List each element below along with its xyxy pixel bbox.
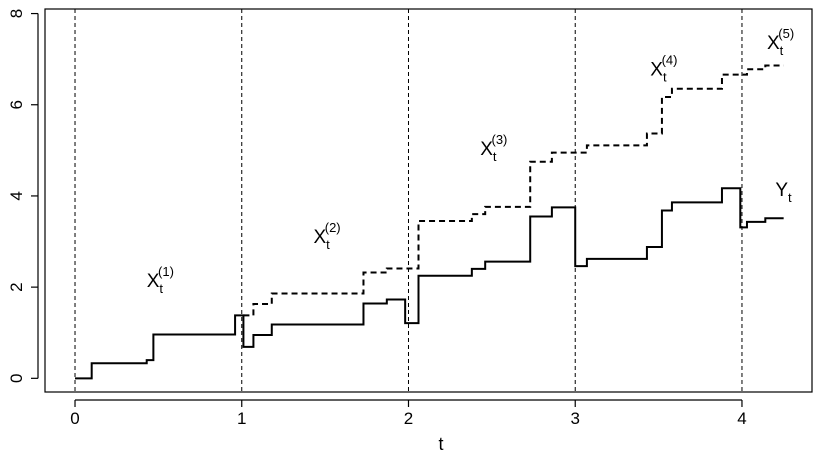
series-annotation: Xt(5) — [767, 26, 794, 58]
y-tick-label: 2 — [7, 282, 26, 291]
y-tick-label: 4 — [7, 191, 26, 200]
y-axis-ticks: 0 2 4 6 8 — [7, 9, 38, 383]
series-annotations: Xt(1) Xt(2) Xt(3) Xt(4) Xt(5) Yt — [147, 26, 794, 296]
y-tick-label: 8 — [7, 9, 26, 18]
vertical-reference-lines — [74, 9, 743, 392]
x-axis-ticks: 0 1 2 3 4 — [70, 400, 747, 428]
y-tick-label: 0 — [7, 374, 26, 383]
series-group — [75, 64, 784, 380]
series-annotation: Xt(1) — [147, 264, 174, 296]
x-tick-label: 2 — [404, 409, 413, 428]
series-annotation: Xt(4) — [650, 53, 677, 85]
solid-series-line — [75, 187, 784, 380]
plot-frame — [44, 8, 813, 393]
x-tick-label: 1 — [237, 409, 246, 428]
axes: 0 1 2 3 4 0 2 4 6 8 — [7, 8, 813, 428]
series-annotation: Xt(3) — [480, 132, 507, 164]
x-axis-label: t — [438, 434, 443, 454]
x-tick-label: 4 — [737, 409, 746, 428]
series-annotation: Xt(2) — [313, 220, 340, 252]
x-tick-label: 3 — [570, 409, 579, 428]
dashed-series-line — [243, 64, 784, 317]
series-annotation: Yt — [775, 180, 792, 205]
x-tick-label: 0 — [70, 409, 79, 428]
y-tick-label: 6 — [7, 100, 26, 109]
